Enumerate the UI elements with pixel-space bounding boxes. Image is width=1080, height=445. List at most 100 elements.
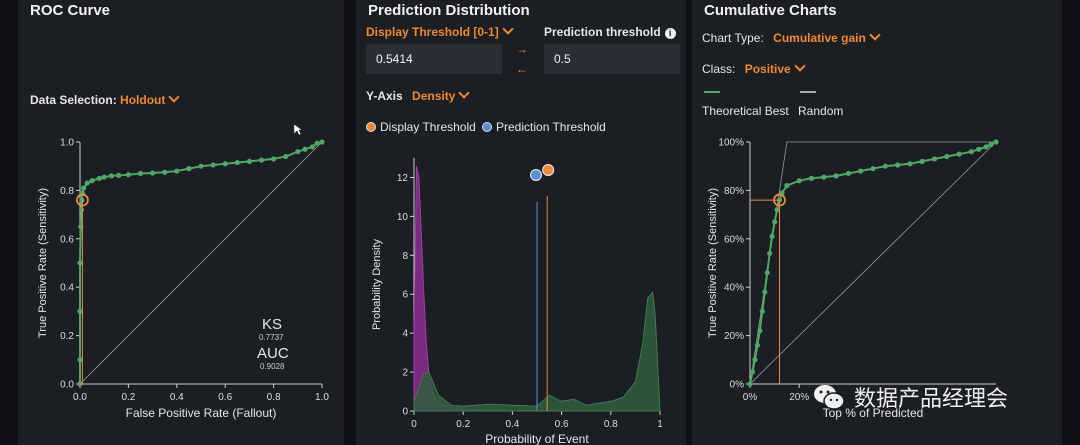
x-axis-label: False Positive Rate (Fallout) [126, 406, 277, 420]
theoretical-best-line [749, 141, 996, 385]
legend-theoretical-best: Theoretical Best [702, 104, 789, 118]
x-tick-label: 0% [743, 392, 758, 403]
roc-title: ROC Curve [30, 2, 111, 19]
arrow-right-icon[interactable]: → [516, 42, 528, 56]
roc-point [186, 166, 192, 172]
roc-point [174, 168, 180, 174]
y-tick-label: 0.4 [60, 283, 74, 294]
ks-value: 0.7737 [259, 333, 284, 342]
roc-point [77, 357, 83, 363]
prediction-threshold-handle [530, 169, 542, 181]
display-threshold-input[interactable]: 0.5414 [366, 44, 502, 74]
prediction-chart: 0 2 4 6 8 10 12 0 0.2 0.4 0.6 0.8 1 Probability of Ev… [371, 158, 663, 445]
y-tick-label: 1.0 [60, 138, 74, 149]
x-tick-label: 20% [789, 392, 809, 403]
roc-point [116, 172, 122, 178]
class-label: Class: [702, 62, 736, 76]
roc-point [319, 139, 325, 145]
chart-type-value[interactable]: Cumulative gain [773, 31, 866, 45]
gain-point [747, 381, 753, 387]
yaxis-select[interactable]: Y-Axis Density [366, 87, 471, 103]
random-line [749, 141, 997, 385]
y-tick-label: 10 [397, 212, 409, 223]
threshold-marker [773, 193, 786, 207]
roc-point [101, 174, 107, 180]
roc-point [162, 169, 168, 175]
yaxis-value[interactable]: Density [412, 89, 456, 103]
class-value[interactable]: Positive [744, 62, 791, 76]
data-selection[interactable]: Data Selection: Holdout [30, 91, 181, 107]
gain-point [882, 163, 888, 169]
roc-point [96, 175, 102, 181]
roc-point [79, 197, 85, 203]
gain-point [983, 144, 989, 150]
y-axis-label: True Positive Rate (Sensitivity) [37, 188, 49, 338]
roc-point [258, 157, 265, 163]
prediction-threshold-label: Prediction threshold i [544, 25, 676, 39]
y-tick-label: 0 [402, 407, 408, 418]
roc-point [81, 185, 87, 191]
x-tick-label: 0.4 [505, 419, 519, 430]
class-select[interactable]: Class: Positive [702, 60, 806, 76]
y-tick-label: 0.0 [60, 380, 74, 391]
watermark: 数据产品经理会 [812, 380, 1052, 414]
y-tick-label: 2 [402, 368, 408, 379]
roc-point [150, 170, 156, 176]
wechat-icon [814, 385, 845, 410]
cumulative-chart: 0% 20% 40% 60% 80% 100% 0% 20% Top % of Predicte… [707, 138, 999, 420]
gain-point [931, 156, 938, 162]
gain-point [976, 146, 982, 152]
arrow-left-icon[interactable]: ← [516, 62, 528, 76]
y-tick-label: 4 [402, 329, 408, 340]
y-tick-label: 80% [724, 186, 744, 197]
roc-point [108, 173, 115, 179]
chart-type-select[interactable]: Chart Type: Cumulative gain [702, 29, 881, 45]
x-tick-label: 0.2 [456, 419, 470, 430]
roc-point [77, 381, 83, 387]
orange-dot-icon [366, 122, 376, 132]
roc-point [77, 260, 83, 266]
info-icon[interactable]: i [664, 28, 676, 39]
data-selection-label: Data Selection: [30, 93, 117, 107]
gain-point [833, 173, 839, 179]
prediction-title: Prediction Distribution [368, 2, 530, 19]
prediction-threshold-input[interactable]: 0.5 [544, 44, 680, 74]
yaxis-label: Y-Axis [366, 89, 403, 103]
gain-point [772, 219, 778, 225]
y-tick-label: 0.2 [60, 331, 74, 342]
gain-point [752, 357, 758, 363]
roc-point [314, 140, 320, 146]
roc-point [271, 156, 277, 162]
roc-point [302, 146, 308, 152]
gain-point [796, 178, 802, 184]
x-tick-label: 0.0 [73, 392, 87, 403]
x-tick-label: 0.2 [121, 392, 135, 403]
y-tick-label: 0% [730, 380, 745, 391]
gain-point [870, 166, 876, 172]
display-threshold-handle [542, 164, 555, 176]
roc-point [246, 158, 252, 164]
ks-label: KS [262, 316, 283, 333]
random-swatch [800, 91, 816, 93]
gain-point [754, 342, 760, 348]
data-selection-value[interactable]: Holdout [120, 93, 166, 107]
x-tick-label: 1.0 [315, 392, 329, 403]
gain-point [956, 151, 962, 157]
watermark-text: 数据产品经理会 [854, 386, 1009, 411]
gain-point [895, 162, 901, 168]
roc-point [283, 153, 289, 160]
x-tick-label: 0.6 [218, 392, 232, 403]
x-tick-label: 0.8 [267, 392, 281, 403]
y-tick-label: 0.6 [60, 234, 74, 245]
gain-point [764, 270, 770, 276]
theoretical-best-swatch [704, 91, 720, 93]
gain-point [944, 153, 950, 160]
cursor-icon [293, 123, 303, 136]
roc-point [309, 144, 315, 150]
gain-point [762, 289, 768, 295]
y-tick-label: 60% [724, 234, 744, 245]
roc-point [125, 172, 131, 178]
roc-point [222, 161, 228, 167]
random-diagonal-line [79, 141, 323, 385]
gain-point [988, 141, 994, 148]
